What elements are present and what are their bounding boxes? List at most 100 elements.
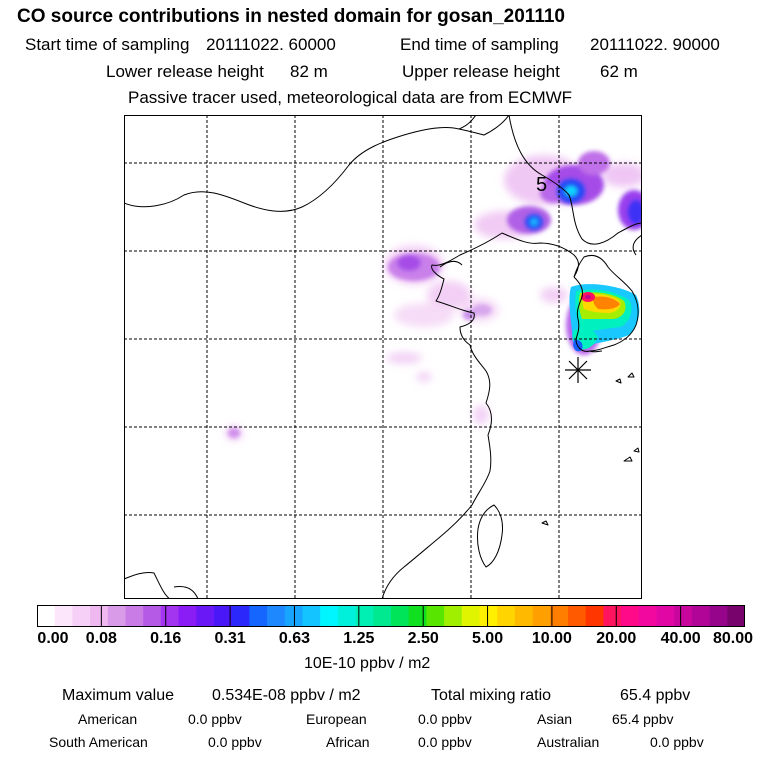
colorbar-cell — [585, 605, 604, 627]
receptor-gosan-marker — [565, 357, 591, 383]
plot-title: CO source contributions in nested domain… — [17, 6, 565, 27]
tracer-note: Passive tracer used, meteorological data… — [128, 88, 573, 107]
colorbar-cell — [461, 605, 480, 627]
border-china-korea — [501, 232, 579, 278]
total-mixing-ratio-label: Total mixing ratio — [431, 687, 552, 704]
border-northeast — [508, 115, 642, 245]
lower-release-label: Lower release height — [106, 62, 264, 81]
colorbar-cell — [621, 605, 640, 627]
colorbar-cell — [656, 605, 675, 627]
region-african-label: African — [326, 734, 370, 750]
colorbar-units: 10E-10 ppbv / m2 — [304, 655, 431, 672]
map-gridlines — [124, 115, 642, 599]
coastline-bohai — [439, 260, 463, 268]
coastline-japan-sea — [632, 234, 642, 256]
region-american-label: American — [78, 711, 138, 727]
island-2 — [627, 372, 635, 378]
colorbar-cell — [90, 605, 109, 627]
region-european-value: 0.0 ppbv — [418, 711, 472, 727]
colorbar-cell — [568, 605, 587, 627]
region-european-label: European — [306, 711, 367, 727]
colorbar-cell — [214, 605, 233, 627]
plume-blue-core — [525, 179, 642, 230]
colorbar-cell — [160, 605, 180, 627]
border-china-mongolia — [124, 115, 477, 212]
concentration-map: 5 — [124, 115, 642, 599]
coastline-south — [124, 572, 171, 599]
colorbar-tick-label: 2.50 — [407, 630, 439, 647]
colorbar-cell — [373, 605, 392, 627]
colorbar-cell — [125, 605, 144, 627]
upper-release-label: Upper release height — [402, 62, 560, 81]
colorbar-cell — [638, 605, 657, 627]
colorbar-frame — [37, 605, 745, 627]
region-american-value: 0.0 ppbv — [188, 711, 242, 727]
region-asian-label: Asian — [537, 711, 573, 727]
colorbar-cell — [691, 605, 711, 627]
plume-korea-hotspot — [569, 284, 640, 352]
lower-release-value: 82 m — [290, 62, 328, 81]
colorbar-cell — [231, 605, 250, 627]
colorbar-cell — [302, 605, 321, 627]
colorbar-cell — [514, 605, 534, 627]
upper-release-value: 62 m — [600, 62, 638, 81]
colorbar-cell — [72, 605, 91, 627]
end-time-value: 20111022. 90000 — [590, 35, 720, 54]
coastline-taiwan — [477, 504, 503, 568]
colorbar-cell — [267, 605, 286, 627]
island-3 — [623, 456, 633, 462]
max-value-label: Maximum value — [62, 687, 175, 704]
start-time-value: 20111022. 60000 — [206, 35, 336, 54]
colorbar-cell — [497, 605, 516, 627]
colorbar-tick-label: 0.00 — [37, 630, 69, 647]
colorbar — [37, 605, 745, 627]
colorbar-cell — [196, 605, 215, 627]
contour-label: 5 — [536, 174, 547, 196]
region-australian-label: Australian — [537, 734, 600, 750]
border-south — [173, 586, 199, 599]
colorbar-cell — [391, 605, 410, 627]
colorbar-tick-label: 80.00 — [712, 630, 754, 647]
colorbar-tick-label: 1.25 — [343, 630, 375, 647]
coastline-korea — [573, 254, 639, 352]
colorbar-cell — [479, 605, 498, 627]
colorbar-cell — [709, 605, 728, 627]
colorbar-tick-label: 0.08 — [85, 630, 117, 647]
colorbar-cell — [54, 605, 73, 627]
island-5 — [615, 378, 622, 384]
colorbar-cell — [284, 605, 303, 627]
coastlines-and-borders — [124, 115, 642, 599]
region-asian-value: 65.4 ppbv — [612, 711, 674, 727]
coastline-china — [381, 232, 503, 599]
border-china-russia — [458, 115, 510, 136]
total-mixing-ratio-value: 65.4 ppbv — [620, 687, 691, 704]
colorbar-cell — [249, 605, 268, 627]
colorbar-cell — [532, 605, 551, 627]
colorbar-dividers — [100, 605, 682, 627]
colorbar-cell — [727, 605, 745, 627]
colorbar-cell — [444, 605, 463, 627]
colorbar-cell — [603, 605, 622, 627]
colorbar-cell — [337, 605, 357, 627]
colorbar-tick-label: 5.00 — [471, 630, 504, 647]
colorbar-cell — [178, 605, 197, 627]
colorbar-cell — [426, 605, 445, 627]
coastline-jeju — [589, 350, 603, 353]
colorbar-tick-label: 40.00 — [660, 630, 701, 647]
end-time-label: End time of sampling — [400, 35, 559, 54]
region-australian-value: 0.0 ppbv — [650, 734, 704, 750]
region-african-value: 0.0 ppbv — [418, 734, 472, 750]
colorbar-tick-label: 10.00 — [531, 630, 572, 647]
island-4 — [633, 447, 640, 453]
region-south-american-value: 0.0 ppbv — [208, 734, 262, 750]
map-frame — [124, 115, 642, 599]
start-time-label: Start time of sampling — [25, 35, 190, 54]
colorbar-cell — [674, 605, 693, 627]
colorbar-cell — [143, 605, 162, 627]
max-value: 0.534E-08 ppbv / m2 — [212, 687, 361, 704]
colorbar-cell — [107, 605, 126, 627]
colorbar-cell — [37, 605, 56, 627]
colorbar-cell — [550, 605, 569, 627]
colorbar-tick-label: 0.63 — [278, 630, 311, 647]
colorbar-cell — [408, 605, 427, 627]
